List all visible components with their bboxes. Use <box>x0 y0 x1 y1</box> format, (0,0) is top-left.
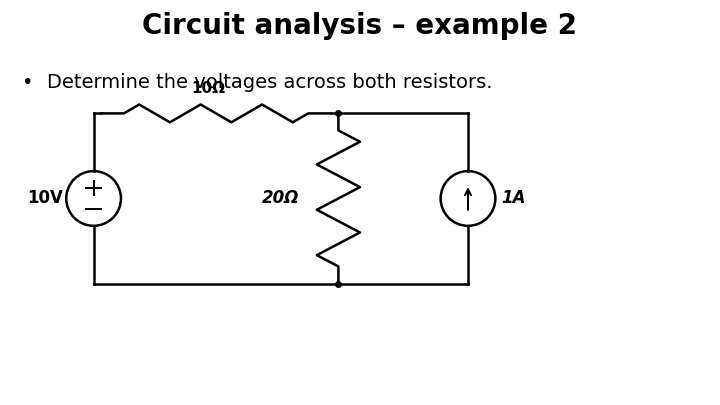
Text: Circuit analysis – example 2: Circuit analysis – example 2 <box>143 12 577 40</box>
Text: 20Ω: 20Ω <box>261 190 299 207</box>
Text: Determine the voltages across both resistors.: Determine the voltages across both resis… <box>47 73 492 92</box>
Text: •: • <box>22 73 33 92</box>
Text: 10V: 10V <box>27 190 63 207</box>
Text: 1A: 1A <box>501 190 526 207</box>
Text: 10Ω: 10Ω <box>192 81 226 96</box>
